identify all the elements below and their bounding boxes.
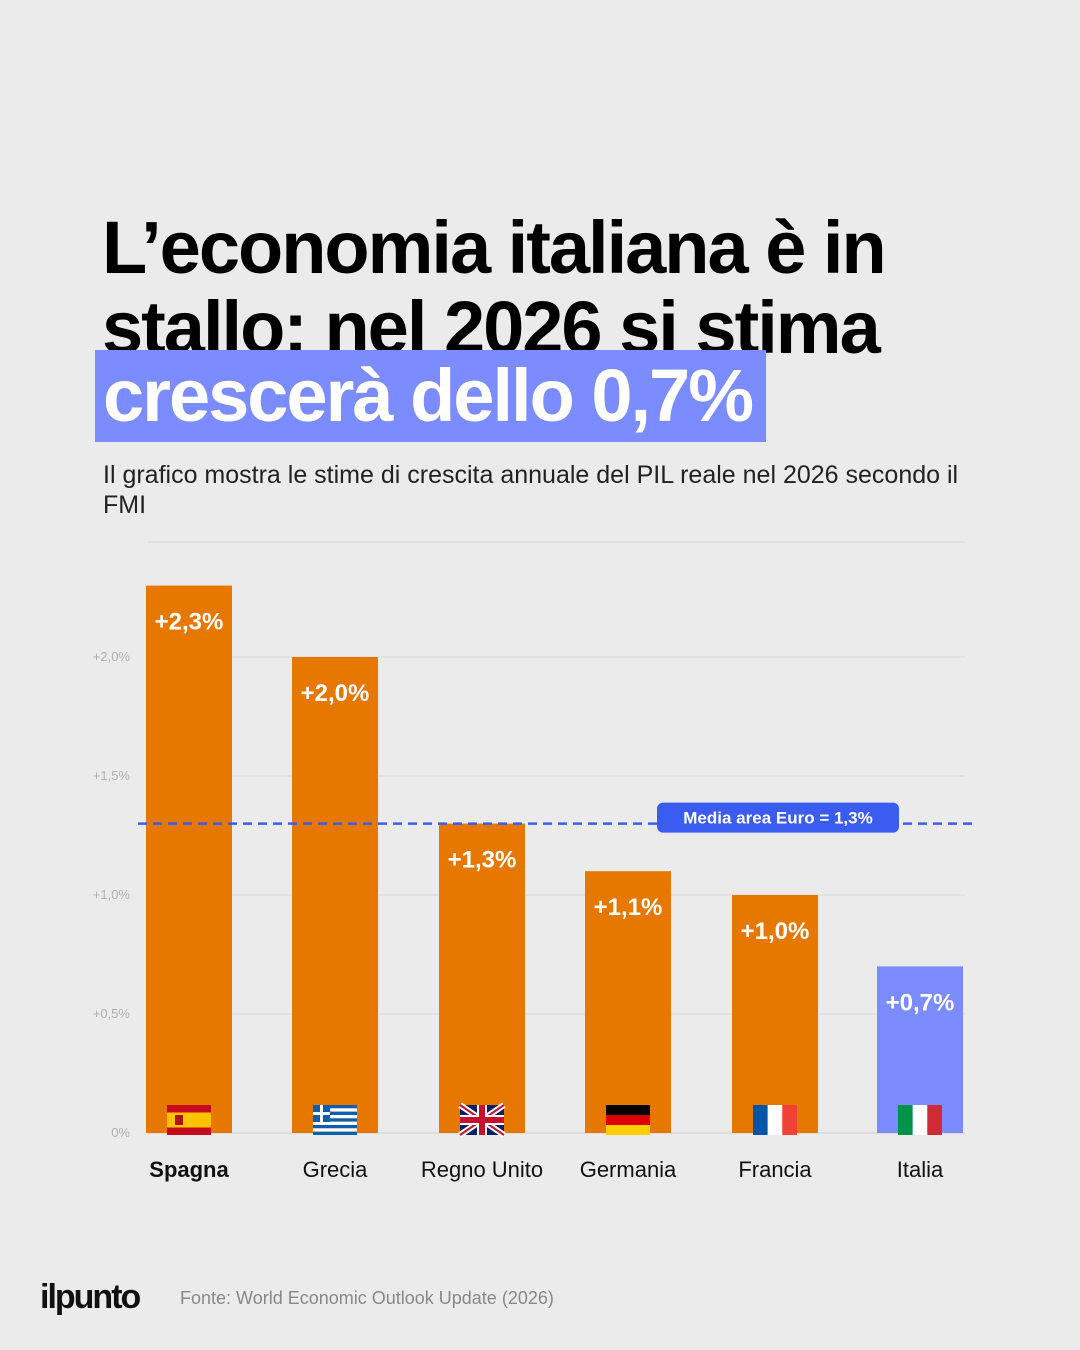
y-tick-label: 0% — [111, 1125, 130, 1140]
bar — [585, 871, 671, 1133]
flag-uk-icon — [458, 1102, 506, 1138]
flag-france-icon — [753, 1105, 797, 1135]
flag-greece-icon — [313, 1105, 357, 1135]
bar-value-label: +2,0% — [301, 680, 370, 707]
bar-value-label: +1,0% — [741, 918, 810, 945]
x-category-label: Germania — [580, 1157, 677, 1182]
bar-value-label: +1,3% — [448, 847, 517, 874]
x-category-label: Italia — [897, 1157, 944, 1182]
euro-average-label: Media area Euro = 1,3% — [683, 809, 872, 828]
y-tick-label: +0,5% — [93, 1006, 131, 1021]
bar-value-label: +0,7% — [886, 989, 955, 1016]
title-highlight: crescerà dello 0,7% — [95, 350, 766, 442]
x-category-label: Grecia — [303, 1157, 369, 1182]
bar-value-label: +1,1% — [594, 894, 663, 921]
x-category-label: Francia — [738, 1157, 812, 1182]
chart-subtitle: Il grafico mostra le stime di crescita a… — [103, 461, 959, 519]
brand-logo: ilpunto — [40, 1278, 141, 1316]
y-tick-label: +1,5% — [93, 768, 131, 783]
y-tick-label: +1,0% — [93, 887, 131, 902]
flag-spain-icon — [167, 1105, 211, 1135]
bar — [439, 823, 525, 1133]
x-category-label: Spagna — [149, 1157, 229, 1182]
title-line-1: L’economia italiana è in — [102, 206, 887, 289]
x-category-label: Regno Unito — [421, 1157, 543, 1182]
flag-italy-icon — [898, 1105, 942, 1135]
flag-germany-icon — [606, 1105, 650, 1135]
bar — [732, 895, 818, 1133]
bar-value-label: +2,3% — [155, 609, 224, 636]
bar — [146, 585, 232, 1133]
y-tick-label: +2,0% — [93, 649, 131, 664]
euro-average-badge — [657, 802, 899, 833]
chart-title: L’economia italiana è in stallo: nel 202… — [102, 208, 1002, 368]
bar-chart: 0% +0,5% +1,0% +1,5% +2,0% +2,3% +2,0% +1,3% +1,… — [93, 541, 975, 1182]
source-note: Fonte: World Economic Outlook Update (20… — [180, 1288, 554, 1308]
bar — [292, 657, 378, 1133]
